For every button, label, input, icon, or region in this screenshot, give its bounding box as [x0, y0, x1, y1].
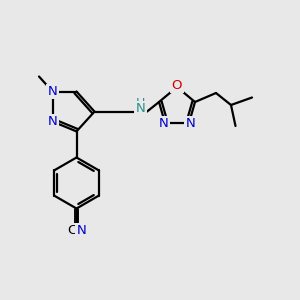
Text: N: N	[48, 115, 57, 128]
Text: H: H	[136, 97, 145, 110]
Text: N: N	[186, 117, 195, 130]
Text: N: N	[76, 224, 86, 238]
Text: N: N	[136, 102, 145, 115]
Text: N: N	[48, 85, 57, 98]
Text: C: C	[67, 224, 76, 238]
Text: O: O	[172, 79, 182, 92]
Text: N: N	[159, 117, 168, 130]
